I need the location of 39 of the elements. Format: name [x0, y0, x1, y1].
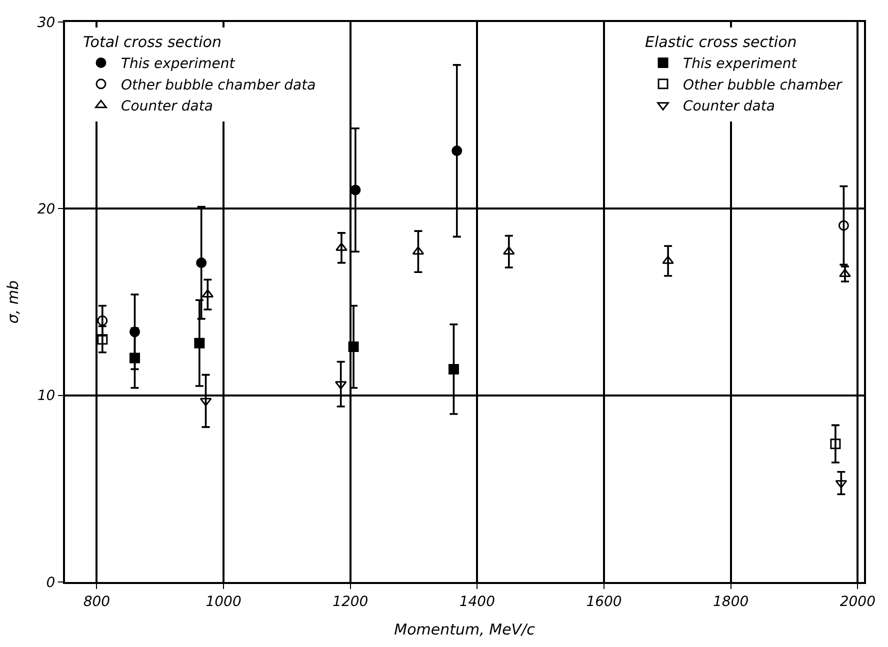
legend-label: Counter data — [683, 98, 775, 115]
point — [336, 242, 348, 251]
legend-label: Counter data — [120, 98, 213, 115]
point — [350, 184, 361, 196]
x-tick-label: 1000 — [206, 594, 242, 610]
text: Elastic cross section — [645, 33, 797, 52]
x-tick-label: 1600 — [586, 594, 622, 610]
x-tick-label: 1400 — [459, 594, 496, 610]
point — [448, 364, 459, 374]
point — [196, 258, 207, 268]
y-tick-label: 0 — [46, 574, 56, 591]
x-tick-label: 1200 — [332, 594, 368, 610]
point — [200, 398, 212, 406]
legend-label: This experiment — [120, 56, 236, 72]
point — [412, 246, 424, 255]
y-axis-title: σ, mb — [4, 280, 22, 324]
point — [348, 342, 359, 352]
point — [130, 352, 140, 364]
point — [97, 334, 108, 345]
x-tick-label: 800 — [83, 594, 110, 610]
point — [452, 146, 462, 156]
point — [838, 220, 849, 231]
y-tick-label: 30 — [37, 14, 56, 31]
x-axis-title: Momentum, MeV/c — [394, 620, 536, 638]
legend-label: This experiment — [683, 56, 798, 72]
point — [194, 338, 205, 348]
y-tick-label: 20 — [37, 202, 56, 218]
point — [839, 268, 851, 277]
x-tick-label: 1800 — [713, 594, 749, 610]
legend-label: Other bubble chamber data — [120, 77, 316, 94]
point — [97, 315, 108, 326]
legend-label: Other bubble chamber — [683, 77, 843, 94]
point — [502, 246, 515, 255]
point — [662, 256, 674, 264]
y-tick-label: 10 — [37, 388, 56, 404]
text: Total cross section — [82, 33, 222, 52]
x-tick-label: 2000 — [840, 594, 876, 610]
point — [202, 289, 214, 298]
point — [830, 438, 841, 450]
